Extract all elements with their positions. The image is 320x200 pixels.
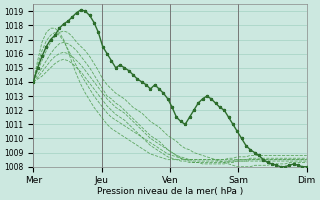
X-axis label: Pression niveau de la mer( hPa ): Pression niveau de la mer( hPa ): [97, 187, 243, 196]
